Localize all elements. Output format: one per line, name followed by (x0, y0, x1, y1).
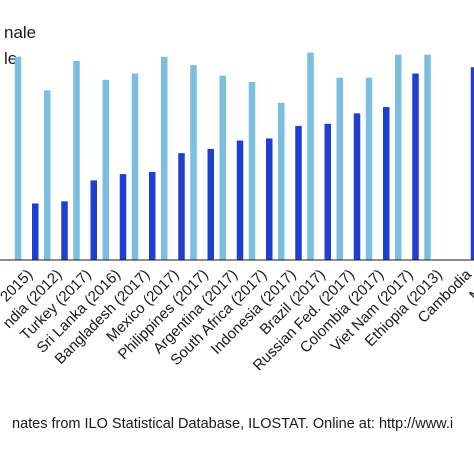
bar-series1-10 (307, 52, 314, 260)
bar-series1-2 (73, 60, 80, 261)
x-tick-labels: 2015)ndia (2012)Turkey (2017)Sri Lanka (… (0, 266, 474, 375)
bar-series1-14 (424, 54, 431, 260)
bar-series0-3 (90, 180, 97, 260)
legend-entry-1: le (4, 49, 17, 68)
bar-series1-13 (395, 54, 402, 260)
bar-series0-4 (119, 174, 127, 260)
bar-series0-9 (266, 138, 273, 260)
bar-series1-11 (336, 77, 343, 261)
bar-series1-4 (131, 73, 139, 261)
bar-series0-2 (61, 201, 68, 260)
bar-series1-0 (14, 56, 22, 261)
bar-series1-1 (44, 90, 51, 260)
bar-series0-14 (412, 73, 419, 261)
bar-series1-7 (219, 75, 226, 261)
bar-series0-13 (383, 107, 390, 260)
bar-series0-16 (470, 67, 474, 261)
bar-series1-8 (248, 81, 256, 261)
bar-series0-12 (353, 113, 361, 260)
bar-series1-12 (365, 77, 373, 261)
legend: nale le (4, 23, 36, 68)
bar-series0-5 (149, 172, 156, 260)
bar-series0-6 (178, 153, 185, 260)
bar-series0-11 (324, 123, 331, 260)
bar-series1-6 (190, 65, 197, 260)
bar-series0-8 (236, 140, 244, 260)
source-note: nates from ILO Statistical Database, ILO… (12, 416, 454, 432)
bar-series1-5 (161, 56, 168, 261)
bars (14, 52, 474, 261)
bar-series1-9 (278, 102, 285, 260)
bar-series0-1 (32, 203, 39, 260)
bar-series0-7 (207, 148, 214, 260)
bar-series0-10 (295, 125, 302, 261)
legend-entry-0: nale (4, 23, 36, 42)
bar-series1-3 (102, 79, 109, 260)
